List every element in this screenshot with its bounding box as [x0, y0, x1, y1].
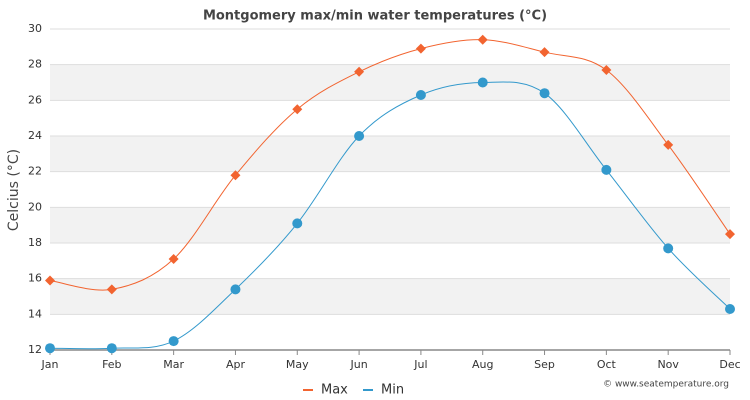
marker [45, 275, 55, 286]
y-tick-label: 24 [28, 129, 42, 142]
marker [168, 336, 179, 347]
x-tick-label: Jul [413, 358, 427, 371]
y-tick-label: 16 [28, 272, 42, 285]
x-tick-label: Oct [597, 358, 617, 371]
x-tick-label: May [286, 358, 309, 371]
marker [354, 66, 365, 77]
marker [45, 343, 55, 354]
y-tick-label: 26 [28, 93, 42, 106]
x-tick-label: Dec [719, 358, 740, 371]
grid-band [50, 136, 730, 172]
y-tick-label: 14 [28, 307, 42, 320]
marker [415, 43, 426, 54]
x-tick-label: Apr [226, 358, 246, 371]
grid-band [50, 278, 730, 315]
y-axis-label: Celcius (°C) [6, 149, 22, 231]
legend-label: Max [321, 383, 348, 398]
x-tick-label: Nov [657, 358, 679, 371]
credit: © www.seatemperature.org [603, 380, 729, 390]
y-tick-label: 22 [28, 165, 42, 178]
marker [477, 77, 488, 88]
y-tick-label: 20 [28, 200, 42, 213]
marker [601, 164, 612, 175]
x-tick-label: Aug [472, 358, 493, 371]
marker [725, 303, 735, 314]
marker [415, 89, 426, 100]
marker [106, 284, 117, 295]
marker [663, 243, 674, 254]
x-tick-label: Sep [534, 358, 555, 371]
x-tick-label: Feb [102, 358, 121, 371]
y-tick-label: 12 [28, 343, 42, 356]
marker [477, 34, 488, 45]
marker [106, 343, 117, 354]
marker [292, 218, 303, 229]
marker [292, 104, 303, 115]
marker [168, 254, 179, 265]
marker [230, 284, 241, 295]
marker [354, 131, 365, 141]
y-tick-label: 18 [28, 236, 42, 249]
x-tick-label: Jan [41, 358, 59, 371]
legend-label: Min [381, 383, 404, 398]
y-tick-label: 28 [28, 58, 42, 71]
marker [539, 88, 550, 99]
chart-title: Montgomery max/min water temperatures (°… [203, 9, 547, 24]
grid-band [50, 207, 730, 243]
marker [725, 229, 735, 240]
x-tick-label: Mar [163, 358, 184, 371]
marker [539, 47, 550, 58]
marker [601, 65, 612, 76]
x-tick-label: Jun [349, 358, 367, 371]
marker [230, 170, 241, 181]
y-tick-label: 30 [28, 22, 42, 35]
marker [663, 139, 674, 150]
grid-band [50, 64, 730, 101]
